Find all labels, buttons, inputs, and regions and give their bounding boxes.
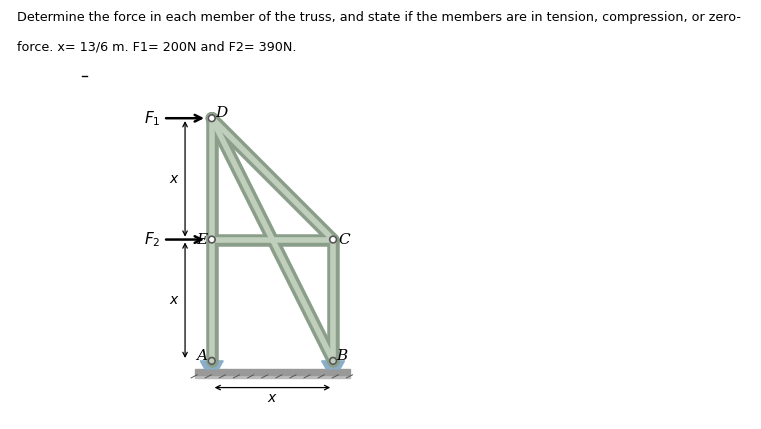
Polygon shape [322,361,345,369]
Text: $x$: $x$ [169,172,180,186]
Text: Determine the force in each member of the truss, and state if the members are in: Determine the force in each member of th… [17,11,740,24]
Bar [195,375,350,378]
Text: D: D [215,106,228,121]
Text: C: C [338,233,350,247]
Circle shape [330,357,336,364]
Text: $x$: $x$ [267,392,278,405]
Text: B: B [336,349,347,363]
Circle shape [209,357,215,364]
Text: $x$: $x$ [169,293,180,307]
Text: E: E [196,233,208,247]
Circle shape [209,115,215,121]
Text: $F_1$: $F_1$ [144,109,161,127]
Text: force. x= 13/6 m. F1= 200N and F2= 390N.: force. x= 13/6 m. F1= 200N and F2= 390N. [17,41,296,54]
Bar [195,369,350,375]
Circle shape [330,236,336,243]
Text: A: A [196,349,208,363]
Polygon shape [200,361,223,369]
Circle shape [209,236,215,243]
Text: $F_2$: $F_2$ [144,230,161,249]
